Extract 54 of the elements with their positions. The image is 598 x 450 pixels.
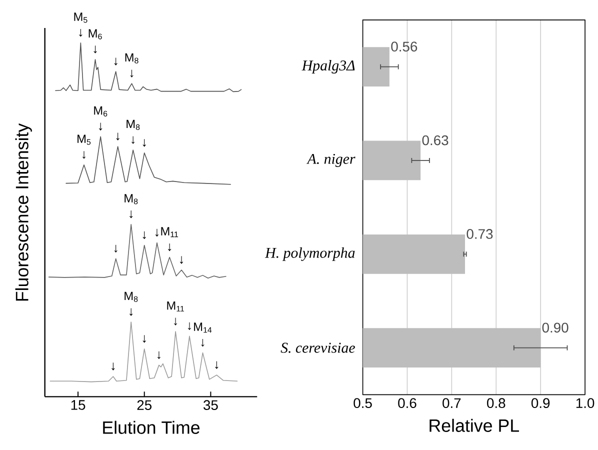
annotation: ↓ (174, 318, 178, 326)
annotation: ↓ (155, 228, 158, 236)
annotation: ↓ (142, 138, 146, 146)
x-tick-label: 25 (137, 400, 152, 410)
annotation: ↓ (94, 45, 97, 54)
x-tick-label: 0.8 (487, 398, 506, 408)
annotation: ↓ (114, 57, 118, 66)
annotation: ↓ (130, 308, 133, 316)
annotation: ↓ (112, 362, 115, 370)
annotation: ↓ (168, 243, 172, 251)
y-tick-label: A. niger (306, 154, 356, 167)
annotation: ↓ (116, 132, 120, 140)
annotation: M$_{11}$ (161, 226, 178, 237)
annotation: ↓ (215, 361, 218, 369)
annotation: ↓ (188, 322, 191, 330)
annotation: M$_{8}$ (125, 53, 138, 64)
x-axis-title: Relative PL (430, 418, 519, 432)
data-label: 0.73 (466, 228, 493, 239)
annotation: ↓ (142, 231, 146, 239)
x-axis-title: Elution Time (103, 420, 200, 434)
annotation: ↓ (114, 244, 118, 252)
x-tick-label: 35 (203, 400, 218, 410)
y-tick-label: H. polymorpha (264, 247, 355, 261)
annotation: M$_{5}$ (74, 12, 88, 22)
annotation: ↓ (132, 136, 135, 144)
x-tick-label: 0.5 (354, 398, 372, 408)
data-label: 0.90 (542, 322, 568, 332)
x-tick-label: 15 (71, 400, 86, 410)
annotation: ↓ (180, 256, 184, 264)
annotation: M$_{8}$ (124, 194, 138, 204)
annotation: ↓ (157, 351, 160, 359)
y-tick-label: Hpalg3Δ (302, 60, 355, 74)
annotation: ↓ (142, 334, 146, 342)
annotation: M$_{8}$ (124, 292, 138, 302)
annotation: ↓ (99, 122, 102, 130)
annotation: M$_{6}$ (88, 29, 102, 40)
y-axis-title: Fluorescence Intensity (15, 123, 32, 300)
annotation: ↓ (79, 28, 82, 36)
x-tick-label: 0.9 (531, 398, 550, 408)
annotation: M$_{11}$ (167, 301, 184, 312)
x-tick-label: 1.0 (576, 398, 594, 408)
x-tick-label: 0.7 (442, 398, 461, 408)
data-label: 0.56 (391, 41, 418, 52)
annotation: M$_{8}$ (126, 120, 140, 130)
annotation: ↓ (201, 338, 204, 346)
annotation: M$_{6}$ (94, 106, 108, 116)
annotation: ↓ (130, 210, 133, 218)
annotation: ↓ (82, 150, 86, 159)
annotation: M$_{14}$ (194, 322, 212, 332)
x-tick-label: 0.6 (398, 398, 416, 408)
data-label: 0.63 (422, 135, 448, 145)
annotation: ↓ (130, 69, 134, 78)
y-tick-label: S. cerevisiae (280, 342, 355, 353)
annotation: M$_{5}$ (78, 134, 91, 145)
